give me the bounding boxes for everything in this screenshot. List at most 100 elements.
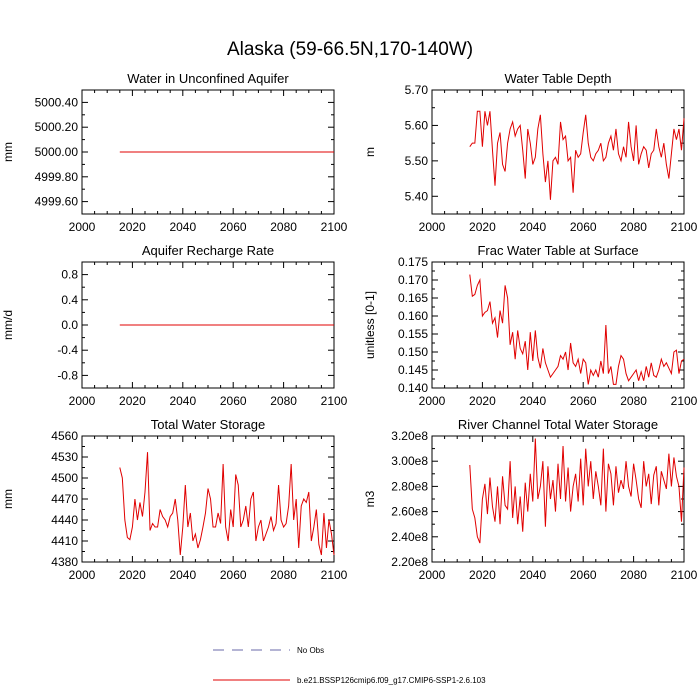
x-tick-label: 2100 [671,394,698,408]
y-tick-label: 4470 [51,492,78,506]
x-tick-label: 2040 [169,568,196,582]
y-tick-label: 0.160 [398,309,428,323]
panel-title-river-channel-total-water-storage: River Channel Total Water Storage [458,417,658,432]
series-line-total-water-storage [119,452,335,556]
y-tick-label: 4380 [51,555,78,569]
legend-label-model: b.e21.BSSP126cmip6.f09_g17.CMIP6-SSP1-2.… [297,676,486,685]
y-tick-label: 0.140 [398,381,428,395]
legend-label-no-obs: No Obs [297,646,324,655]
x-tick-label: 2040 [169,394,196,408]
panel-title-aquifer-recharge-rate: Aquifer Recharge Rate [142,243,274,258]
x-tick-label: 2040 [519,568,546,582]
x-tick-label: 2080 [620,394,647,408]
x-tick-label: 2100 [321,568,348,582]
y-tick-label: 0.150 [398,345,428,359]
y-tick-label: 5000.20 [35,120,79,134]
x-tick-label: 2080 [620,220,647,234]
y-tick-label: 0.175 [398,255,428,269]
y-tick-label: 4530 [51,450,78,464]
x-tick-label: 2100 [671,568,698,582]
y-axis-label-frac-water-table-at-surface: unitless [0-1] [363,291,377,359]
x-tick-label: 2020 [469,394,496,408]
y-tick-label: 2.20e8 [391,555,428,569]
panel-aquifer-recharge-rate: Aquifer Recharge Rate 2000 2020 2040 2060 208… [1,243,348,408]
panel-water-table-depth: Water Table Depth 2000 2020 2040 2060 2080 210… [363,71,698,234]
y-tick-label: 5.40 [405,189,429,203]
x-tick-label: 2060 [570,394,597,408]
x-tick-label: 2080 [270,220,297,234]
x-tick-label: 2020 [469,568,496,582]
plot-frame-river-channel-total-water-storage [431,435,685,563]
panel-water-in-unconfined-aquifer: Water in Unconfined Aquifer 2000 2020 2040 2… [1,71,348,234]
x-tick-label: 2080 [270,568,297,582]
y-tick-label: 2.40e8 [391,530,428,544]
y-tick-label: 4999.80 [35,170,79,184]
x-tick-label: 2040 [519,220,546,234]
panel-title-frac-water-table-at-surface: Frac Water Table at Surface [477,243,638,258]
figure-title: Alaska (59-66.5N,170-140W) [227,39,473,60]
y-axis-label-aquifer-recharge-rate: mm/d [1,310,15,340]
y-tick-label: 5000.00 [35,145,79,159]
panel-title-water-in-unconfined-aquifer: Water in Unconfined Aquifer [127,71,289,86]
y-tick-label: 0.155 [398,327,428,341]
y-tick-label: 4560 [51,429,78,443]
y-tick-label: 0.0 [61,318,78,332]
y-tick-label: 4500 [51,471,78,485]
x-tick-label: 2000 [69,568,96,582]
x-tick-label: 2060 [570,568,597,582]
series-line-river-channel-total-water-storage [469,438,685,544]
panel-frac-water-table-at-surface: Frac Water Table at Surface 2000 2020 2040 2… [363,243,698,408]
y-tick-label: 5.70 [405,83,429,97]
y-tick-label: 0.170 [398,273,428,287]
y-tick-label: -0.8 [57,368,78,382]
y-tick-label: 0.4 [61,293,78,307]
x-tick-label: 2060 [220,394,247,408]
legend: No Obs b.e21.BSSP126cmip6.f09_g17.CMIP6-… [213,646,486,685]
y-tick-label: 4999.60 [35,195,79,209]
panel-total-water-storage: Total Water Storage 2000 2020 2040 2060 2080 2… [1,417,348,582]
x-tick-label: 2060 [220,568,247,582]
y-tick-label: 3.20e8 [391,429,428,443]
series-line-water-table-depth [469,110,685,200]
x-tick-label: 2100 [321,394,348,408]
y-tick-label: 4410 [51,534,78,548]
y-tick-label: -0.4 [57,343,78,357]
x-tick-label: 2000 [69,220,96,234]
y-tick-label: 2.60e8 [391,505,428,519]
y-tick-label: 2.80e8 [391,479,428,493]
y-tick-label: 5000.40 [35,95,79,109]
y-tick-label: 5.60 [405,118,429,132]
x-tick-label: 2100 [671,220,698,234]
y-axis-label-river-channel-total-water-storage: m3 [363,490,377,507]
y-axis-label-total-water-storage: mm [1,489,15,509]
x-tick-label: 2000 [419,394,446,408]
x-tick-label: 2080 [620,568,647,582]
x-tick-label: 2080 [270,394,297,408]
x-tick-label: 2020 [119,220,146,234]
x-tick-label: 2100 [321,220,348,234]
series-line-frac-water-table-at-surface [469,274,685,385]
panel-title-total-water-storage: Total Water Storage [151,417,265,432]
x-tick-label: 2020 [119,394,146,408]
y-tick-label: 4440 [51,513,78,527]
x-tick-label: 2000 [419,568,446,582]
x-tick-label: 2020 [469,220,496,234]
x-tick-label: 2040 [519,394,546,408]
x-tick-label: 2060 [220,220,247,234]
y-axis-label-water-in-unconfined-aquifer: mm [1,142,15,162]
y-tick-label: 0.145 [398,363,428,377]
x-tick-label: 2000 [419,220,446,234]
y-axis-label-water-table-depth: m [363,147,377,157]
y-tick-label: 0.165 [398,291,428,305]
y-tick-label: 0.8 [61,268,78,282]
x-tick-label: 2000 [69,394,96,408]
panels: Water in Unconfined Aquifer 2000 2020 2040 2… [1,71,698,582]
y-tick-label: 5.50 [405,154,429,168]
x-tick-label: 2040 [169,220,196,234]
x-tick-label: 2060 [570,220,597,234]
panel-river-channel-total-water-storage: River Channel Total Water Storage 2000 202… [363,417,698,582]
x-tick-label: 2020 [119,568,146,582]
y-tick-label: 3.00e8 [391,454,428,468]
panel-title-water-table-depth: Water Table Depth [505,71,612,86]
